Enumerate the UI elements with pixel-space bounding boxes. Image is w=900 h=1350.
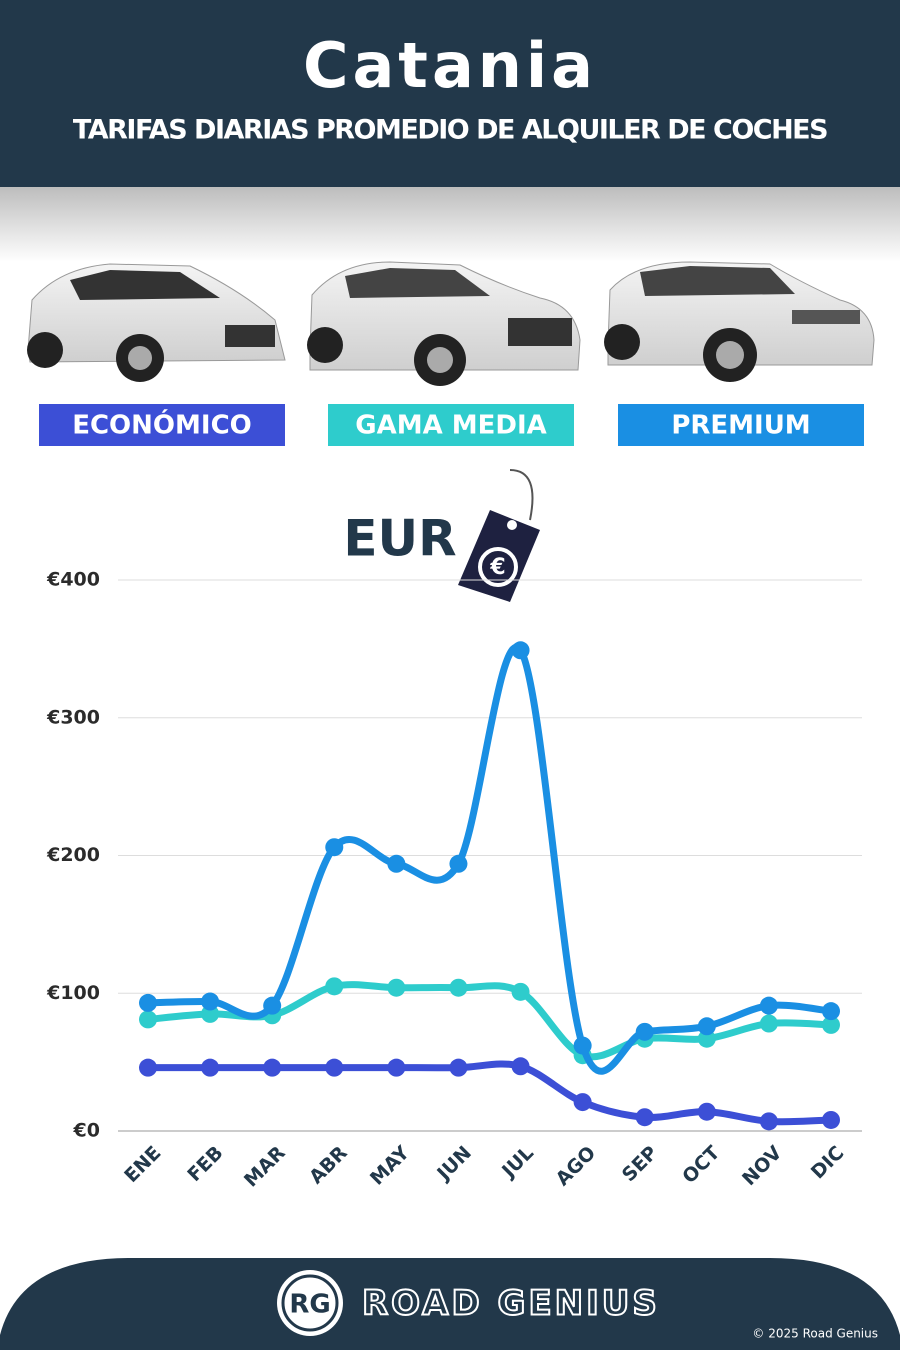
point: [511, 641, 530, 660]
copyright: © 2025 Road Genius: [752, 1327, 878, 1341]
logo-badge: [277, 1270, 343, 1336]
point: [387, 1058, 406, 1077]
point: [697, 1029, 716, 1048]
x-tick-label: JUL: [497, 1142, 538, 1183]
point: [387, 854, 406, 873]
point: [325, 838, 344, 857]
y-tick-label: €300: [46, 706, 100, 728]
legend-swatch: [328, 404, 574, 446]
x-tick-label: FEB: [183, 1142, 227, 1186]
y-tick-label: €200: [46, 844, 100, 866]
point: [573, 1036, 592, 1055]
point: [511, 982, 530, 1001]
title: Catania: [303, 29, 597, 102]
point: [511, 1057, 530, 1076]
point: [201, 1058, 220, 1077]
point: [201, 1004, 220, 1023]
x-tick-label: DIC: [807, 1142, 849, 1184]
point: [325, 977, 344, 996]
point: [201, 992, 220, 1011]
x-tick-label: MAY: [366, 1142, 414, 1190]
x-tick-label: AGO: [552, 1142, 600, 1190]
series-line: [144, 643, 835, 1075]
point: [263, 996, 282, 1015]
point: [325, 1058, 344, 1077]
header-fade: [0, 187, 900, 262]
subtitle: TARIFAS DIARIAS PROMEDIO DE ALQUILER DE …: [73, 115, 827, 146]
car-premium: [604, 261, 875, 382]
y-tick-label: €100: [46, 982, 100, 1004]
car-economico: [27, 263, 286, 382]
point: [449, 978, 468, 997]
legend-swatch: [618, 404, 864, 446]
y-tick-label: €0: [73, 1120, 100, 1142]
x-tick-label: SEP: [618, 1142, 662, 1186]
car-gama-media: [307, 261, 581, 386]
point: [697, 1017, 716, 1036]
footer-bg: [0, 1258, 900, 1350]
x-tick-label: ENE: [120, 1142, 165, 1187]
point: [139, 1058, 157, 1077]
y-tick-label: €400: [46, 569, 100, 591]
point: [635, 1022, 654, 1041]
currency-tag: €: [458, 469, 540, 602]
legend-label: PREMIUM: [671, 411, 810, 441]
point: [387, 978, 406, 997]
svg-text:€: €: [489, 555, 505, 580]
currency-label: EUR: [343, 510, 456, 568]
point: [697, 1102, 716, 1121]
legend-swatch: [39, 404, 285, 446]
point: [449, 854, 468, 873]
point: [139, 1010, 157, 1029]
x-tick-label: NOV: [738, 1142, 786, 1190]
legend-label: ECONÓMICO: [72, 409, 252, 441]
x-tick-label: OCT: [678, 1142, 724, 1188]
x-tick-label: MAR: [240, 1142, 290, 1192]
series-line: [144, 1060, 835, 1126]
x-tick-label: JUN: [432, 1142, 476, 1186]
point: [449, 1058, 468, 1077]
point: [759, 1112, 778, 1131]
point: [635, 1108, 654, 1127]
legend-label: GAMA MEDIA: [355, 411, 547, 441]
brand: ROAD GENIUS: [362, 1284, 660, 1324]
x-tick-label: ABR: [305, 1142, 352, 1189]
point: [573, 1093, 592, 1112]
point: [759, 996, 778, 1015]
point: [759, 1014, 778, 1033]
point: [822, 1015, 840, 1034]
point: [822, 1110, 840, 1129]
point: [822, 1002, 840, 1021]
logo: RG: [289, 1290, 330, 1320]
point: [263, 1058, 282, 1077]
point: [139, 993, 157, 1012]
header-bg: [0, 0, 900, 187]
logo-ring: [281, 1274, 339, 1332]
